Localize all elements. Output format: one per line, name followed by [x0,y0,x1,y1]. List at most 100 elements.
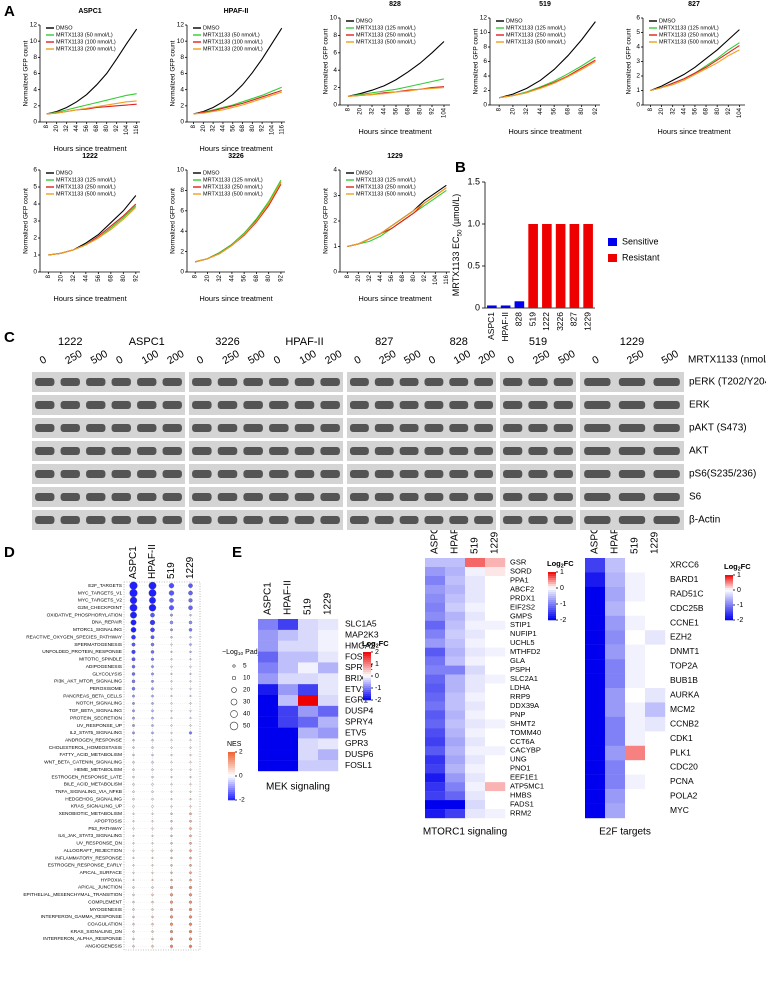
heatmap-cell [258,727,279,739]
heatmap-cell [465,782,486,792]
heatmap-cell [258,629,279,641]
dot [170,739,173,742]
dose-label: 100 [140,348,161,367]
row-label: BUB1B [670,675,698,685]
x-tick-label: 92 [114,124,120,131]
heatmap-cell [445,665,466,675]
chart-title: 519 [539,1,551,8]
legend-label: MRTX1133 (100 nmol/L) [56,39,116,45]
colorbar-step [228,766,235,769]
series-line [650,49,740,92]
y-tick-label: 2 [180,248,184,255]
dot [189,812,192,816]
y-tick-label: 5 [636,29,640,36]
dot [151,657,154,661]
row-label: INFLAMMATORY_RESPONSE [55,855,122,861]
dot [150,650,155,654]
panel-label: E [232,544,242,561]
x-tick-label: 56 [96,274,102,281]
series-line [347,187,447,248]
colorbar-step [548,612,556,615]
dot [132,915,135,918]
colorbar-step [548,584,556,587]
y-axis-label: Normalized GFP count [23,40,30,106]
x-tick-label: 104 [433,274,439,285]
heatmap-cell [465,746,486,756]
colorbar-step [228,772,235,775]
x-axis-label: Hours since treatment [53,294,127,303]
row-label: DUSP4 [345,706,374,716]
dot [151,945,154,948]
y-tick-label: 1 [636,87,640,94]
heatmap-cell [258,749,279,761]
dot [132,746,135,749]
y-tick-label: 2 [180,103,184,110]
colorbar-step [725,584,733,587]
heatmap-cell [465,629,486,639]
heatmap-cell [625,630,646,645]
row-label: MAP2K3 [345,630,379,640]
heatmap-cell [445,602,466,612]
blot-band [474,401,494,409]
row-label: BRIX1 [345,673,370,683]
x-axis-label: Hours since treatment [53,144,127,153]
dot [151,731,154,735]
dose-label: 0 [272,354,283,367]
legend-label: Sensitive [622,236,659,246]
dot [151,923,154,926]
heatmap-cell [585,615,606,631]
heatmap-cell [485,620,506,630]
heatmap-cell [318,738,339,750]
heatmap-cell [445,638,466,648]
dot [170,650,173,653]
row-label: PCNA [670,776,694,786]
dot [151,849,154,852]
heatmap-cell [605,659,626,674]
blot-band [243,447,263,455]
dose-label: 100 [452,348,473,367]
y-tick-label: 5 [33,184,37,191]
y-tick-label: 10 [330,15,338,22]
heatmap-cell [605,673,626,689]
colorbar-step [725,588,733,591]
row-label: DUSP6 [345,749,374,759]
blot-band [584,424,611,432]
heatmap-cell [645,774,666,790]
row-label: FOS [345,651,363,661]
x-tick-label: 92 [133,274,139,281]
blot-band [111,493,131,501]
dot [151,864,154,867]
heatmap-cell [278,629,299,641]
dot [170,908,173,912]
heatmap-cell [258,651,279,663]
dot [151,687,154,691]
heatmap-cell [278,705,299,717]
heatmap-cell [625,659,646,674]
dot [189,842,192,845]
colorbar-step [363,698,371,701]
legend-label: MRTX1133 (125 nmol/L) [356,25,416,31]
heatmap-cell [585,774,606,790]
heatmap-cell [258,760,279,772]
x-tick-label: 44 [538,107,544,114]
dot [189,687,192,690]
dot [132,908,135,911]
dot [132,768,135,771]
blot-band [294,378,315,386]
series-line [347,78,445,97]
x-axis-label: Hours since treatment [199,144,273,153]
y-tick-label: 12 [30,22,38,29]
row-label: NUFIP1 [510,629,537,638]
heatmap-cell [425,746,446,756]
dot [151,908,154,911]
dot [132,857,135,859]
blot-band [503,378,523,386]
x-tick-label: 68 [94,124,100,131]
legend-label: DMSO [506,18,523,24]
blot-band [217,447,238,455]
heatmap-cell [445,809,466,819]
heatmap-cell [298,727,319,739]
x-tick-label: 20 [54,124,60,131]
dot [189,893,192,897]
blot-band [320,516,340,524]
